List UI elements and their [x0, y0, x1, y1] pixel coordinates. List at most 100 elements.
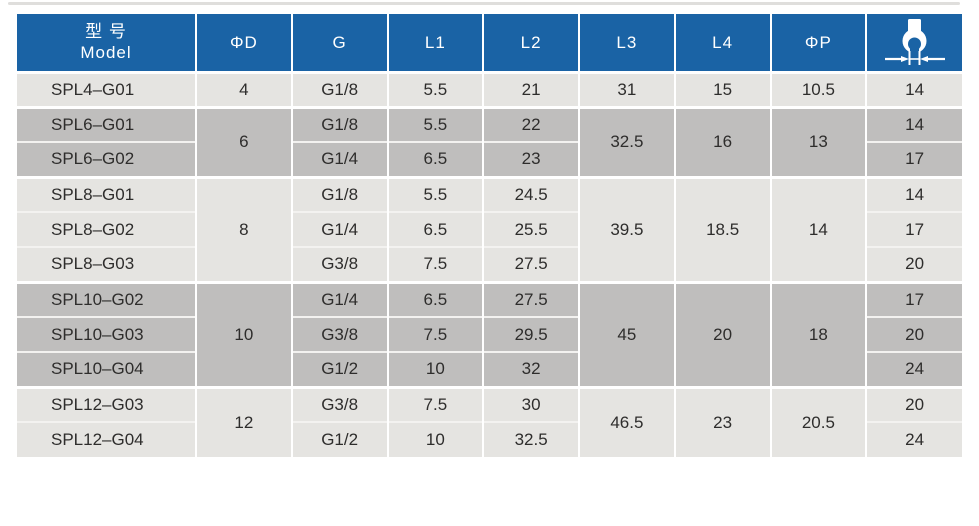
- cell-g: G1/8: [290, 105, 388, 142]
- cell-wrench-size: 17: [865, 141, 962, 177]
- table-row: SPL12–G03 12 G3/8 7.5 30 46.5 23 20.5 20: [17, 385, 962, 457]
- cell-l1: 7.5: [386, 316, 484, 352]
- table-row: SPL12–G04 G1/2 10 32.5 24: [17, 421, 962, 457]
- header-l4: L4: [673, 14, 771, 72]
- cell-model: SPL10–G02: [17, 280, 196, 317]
- cell-l1: 7.5: [386, 246, 484, 282]
- cell-phi-p: 10.5: [769, 70, 867, 107]
- cell-l2: 32: [482, 351, 579, 387]
- cell-l1: 6.5: [386, 141, 484, 177]
- spec-table-body: SPL4–G01 4 G1/8 5.5 21 31 15 10.5 14 SPL6–G01 6 G1/…: [17, 70, 962, 457]
- cell-l3: 31: [578, 70, 675, 107]
- cell-l4: 20: [673, 280, 771, 387]
- cell-g: G1/2: [290, 351, 388, 387]
- cell-wrench-size: 14: [865, 105, 962, 142]
- cell-l2: 32.5: [482, 421, 579, 457]
- cell-g: G1/4: [290, 280, 388, 317]
- cell-model: SPL10–G03: [17, 316, 196, 352]
- spec-table: 型 号 Model ΦD G L1 L2 L3 L4 ΦP: [17, 14, 962, 457]
- cell-l1: 6.5: [386, 280, 484, 317]
- header-model-en: Model: [80, 43, 132, 63]
- header-l2: L2: [482, 14, 579, 72]
- cell-phi-d: 10: [195, 280, 292, 387]
- cell-phi-p: 18: [769, 280, 867, 387]
- cell-l4: 18.5: [673, 175, 771, 282]
- spec-table-wrap: 型 号 Model ΦD G L1 L2 L3 L4 ΦP: [17, 14, 962, 457]
- cell-wrench-size: 20: [865, 246, 962, 282]
- header-l3: L3: [578, 14, 675, 72]
- cell-l2: 21: [482, 70, 579, 107]
- table-row: SPL10–G02 10 G1/4 6.5 27.5 45 20 18 17: [17, 280, 962, 387]
- cell-wrench-size: 14: [865, 175, 962, 212]
- cell-wrench-size: 20: [865, 316, 962, 352]
- cell-model: SPL8–G01: [17, 175, 196, 212]
- cell-g: G1/4: [290, 141, 388, 177]
- header-phi-p: ΦP: [769, 14, 867, 72]
- cell-phi-d: 12: [195, 385, 292, 457]
- cell-g: G3/8: [290, 246, 388, 282]
- table-row: SPL10–G03 G3/8 7.5 29.5 20: [17, 316, 962, 352]
- cell-wrench-size: 17: [865, 211, 962, 247]
- cell-l3: 45: [578, 280, 675, 387]
- table-row: SPL8–G02 G1/4 6.5 25.5 17: [17, 211, 962, 247]
- cell-l4: 16: [673, 105, 771, 177]
- header-row: 型 号 Model ΦD G L1 L2 L3 L4 ΦP: [17, 14, 962, 72]
- header-phi-d: ΦD: [195, 14, 292, 72]
- cell-l2: 29.5: [482, 316, 579, 352]
- spec-table-header: 型 号 Model ΦD G L1 L2 L3 L4 ΦP: [17, 14, 962, 72]
- cell-wrench-size: 20: [865, 385, 962, 422]
- table-row: SPL6–G01 6 G1/8 5.5 22 32.5 16 13 14: [17, 105, 962, 177]
- header-wrench-size: [865, 14, 962, 72]
- table-row: SPL6–G02 G1/4 6.5 23 17: [17, 141, 962, 177]
- cell-wrench-size: 17: [865, 280, 962, 317]
- cell-l2: 22: [482, 105, 579, 142]
- header-l1: L1: [386, 14, 484, 72]
- header-model: 型 号 Model: [17, 14, 196, 72]
- cell-model: SPL6–G01: [17, 105, 196, 142]
- cell-l1: 7.5: [386, 385, 484, 422]
- cell-l2: 27.5: [482, 280, 579, 317]
- cell-l1: 6.5: [386, 211, 484, 247]
- cell-l1: 10: [386, 421, 484, 457]
- table-row: SPL4–G01 4 G1/8 5.5 21 31 15 10.5 14: [17, 70, 962, 107]
- cell-l3: 46.5: [578, 385, 675, 457]
- cell-model: SPL8–G03: [17, 246, 196, 282]
- cell-phi-p: 14: [769, 175, 867, 282]
- cell-model: SPL8–G02: [17, 211, 196, 247]
- cell-g: G3/8: [290, 385, 388, 422]
- cell-g: G3/8: [290, 316, 388, 352]
- cell-l2: 24.5: [482, 175, 579, 212]
- cell-g: G1/8: [290, 70, 388, 107]
- header-model-cn: 型 号: [85, 22, 127, 41]
- cell-l3: 39.5: [578, 175, 675, 282]
- table-row: SPL10–G04 G1/2 10 32 24: [17, 351, 962, 387]
- cell-phi-d: 6: [195, 105, 292, 177]
- cell-phi-d: 8: [195, 175, 292, 282]
- cell-l2: 23: [482, 141, 579, 177]
- table-row: SPL8–G01 8 G1/8 5.5 24.5 39.5 18.5 14 14: [17, 175, 962, 282]
- cell-g: G1/8: [290, 175, 388, 212]
- cell-model: SPL4–G01: [17, 70, 196, 107]
- wrench-across-flats-icon: [884, 19, 945, 66]
- cell-g: G1/4: [290, 211, 388, 247]
- table-row: SPL8–G03 G3/8 7.5 27.5 20: [17, 246, 962, 282]
- cell-model: SPL12–G03: [17, 385, 196, 422]
- cell-l2: 30: [482, 385, 579, 422]
- cell-model: SPL6–G02: [17, 141, 196, 177]
- cell-l1: 5.5: [386, 175, 484, 212]
- cell-phi-d: 4: [195, 70, 292, 107]
- cell-phi-p: 20.5: [769, 385, 867, 457]
- cell-l1: 10: [386, 351, 484, 387]
- cell-l4: 15: [673, 70, 771, 107]
- cell-wrench-size: 14: [865, 70, 962, 107]
- cell-phi-p: 13: [769, 105, 867, 177]
- cell-l1: 5.5: [386, 70, 484, 107]
- cell-l2: 25.5: [482, 211, 579, 247]
- cell-model: SPL12–G04: [17, 421, 196, 457]
- cell-g: G1/2: [290, 421, 388, 457]
- cell-l2: 27.5: [482, 246, 579, 282]
- cell-model: SPL10–G04: [17, 351, 196, 387]
- header-g: G: [290, 14, 388, 72]
- top-edge-line: [8, 2, 960, 5]
